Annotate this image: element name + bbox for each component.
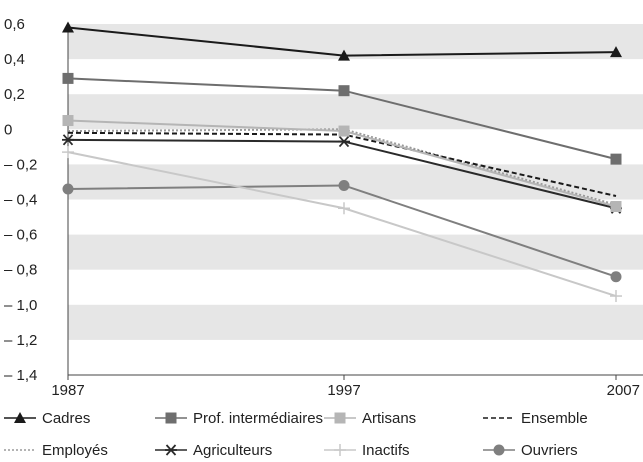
legend-label: Ensemble	[521, 410, 588, 427]
y-tick-label: 0,4	[4, 51, 25, 68]
legend-label: Agriculteurs	[193, 442, 272, 459]
data-point	[62, 134, 74, 146]
y-tick-label: – 1,2	[4, 332, 37, 349]
data-point	[338, 85, 350, 97]
data-point	[62, 115, 74, 127]
y-tick-label: – 0,8	[4, 262, 37, 279]
data-point	[338, 202, 350, 215]
y-tick-label: 0,6	[4, 16, 25, 33]
data-point	[610, 271, 622, 283]
legend-item: Inactifs	[324, 442, 410, 459]
legend-item: Ensemble	[483, 410, 588, 427]
legend-item: Ouvriers	[483, 442, 578, 459]
y-axis: 0,6 0,4 0,2 0 – 0,2 – 0,4 – 0,6 – 0,8 – 1,0 – 1,2…	[4, 16, 69, 384]
data-point	[338, 179, 350, 191]
data-point	[610, 153, 622, 165]
data-point	[62, 72, 74, 84]
grid-band	[68, 304, 643, 340]
series-markers	[62, 21, 622, 303]
legend-label: Prof. intermédiaires	[193, 410, 323, 427]
legend-marker	[14, 412, 26, 423]
legend-item: Cadres	[4, 410, 90, 427]
data-point	[62, 21, 74, 33]
grid-band	[68, 234, 643, 270]
data-point	[610, 46, 622, 58]
legend: Cadres Prof. intermédiaires Artisans Ensemb…	[4, 410, 588, 459]
data-point	[338, 135, 350, 148]
x-tick-label: 1987	[51, 382, 84, 399]
legend-item: Employés	[4, 442, 108, 459]
legend-marker	[493, 444, 505, 456]
x-axis: 1987 1997 2007	[51, 374, 643, 399]
y-tick-label: – 1,4	[4, 367, 37, 384]
y-tick-label: – 0,4	[4, 192, 37, 209]
legend-label: Artisans	[362, 410, 416, 427]
legend-marker	[165, 444, 177, 456]
legend-item: Prof. intermédiaires	[155, 410, 323, 427]
legend-label: Cadres	[42, 410, 90, 427]
legend-item: Agriculteurs	[155, 442, 272, 459]
legend-item: Artisans	[324, 410, 416, 427]
grid-band	[68, 164, 643, 200]
data-point	[610, 290, 622, 303]
y-tick-label: 0,2	[4, 86, 25, 103]
legend-marker	[334, 412, 346, 424]
y-tick-label: 0	[4, 121, 12, 138]
legend-label: Employés	[42, 442, 108, 459]
x-tick-label: 2007	[607, 382, 640, 399]
y-tick-label: – 0,6	[4, 227, 37, 244]
legend-marker	[334, 444, 346, 456]
grid-bands	[68, 24, 643, 340]
data-point	[62, 146, 74, 159]
data-point	[338, 125, 350, 137]
data-point	[62, 183, 74, 195]
y-tick-label: – 0,2	[4, 156, 37, 173]
legend-label: Inactifs	[362, 442, 410, 459]
data-point	[338, 49, 350, 61]
data-point	[610, 201, 622, 213]
y-tick-label: – 1,0	[4, 297, 37, 314]
legend-label: Ouvriers	[521, 442, 578, 459]
x-tick-label: 1997	[327, 382, 360, 399]
legend-marker	[165, 412, 177, 424]
